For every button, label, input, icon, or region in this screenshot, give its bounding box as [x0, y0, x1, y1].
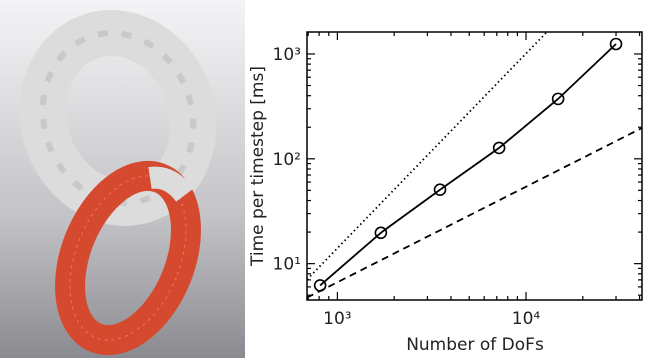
y-tick-label: 10³: [273, 45, 301, 65]
y-tick-label: 10¹: [273, 255, 301, 275]
x-tick-label: 10⁴: [512, 309, 541, 329]
series-line: [307, 128, 642, 298]
y-axis-label: Time per timestep [ms]: [248, 66, 268, 267]
series-line: [320, 44, 616, 285]
series-line: [307, 32, 547, 280]
figure: Number of DoFs Time per timestep [ms] 10…: [0, 0, 653, 358]
render-image: [0, 0, 245, 358]
x-axis-label: Number of DoFs: [406, 335, 544, 355]
plot-area: [307, 32, 642, 298]
y-tick-label: 10²: [273, 150, 301, 170]
x-tick-label: 10³: [323, 309, 351, 329]
